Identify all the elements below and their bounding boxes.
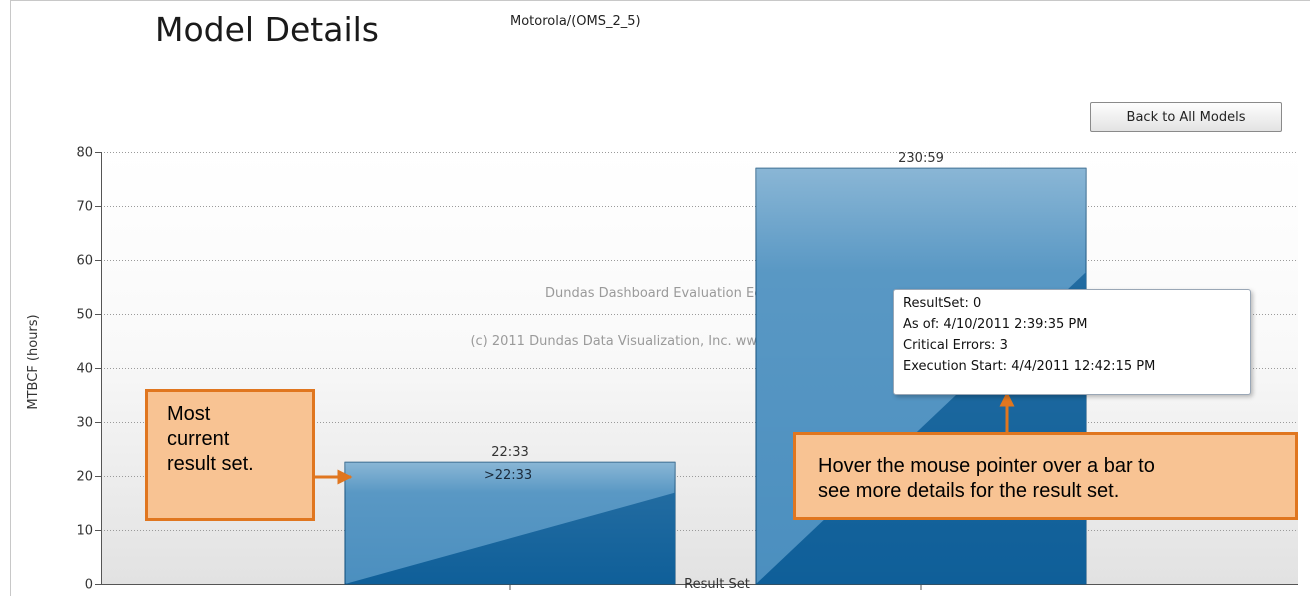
- x-axis-title: Result Set: [684, 577, 750, 592]
- callout-hover-hint: Hover the mouse pointer over a bar to se…: [793, 432, 1298, 520]
- tooltip-as-of: As of: 4/10/2011 2:39:35 PM: [903, 317, 1088, 332]
- watermark-line-2: (c) 2011 Dundas Data Visualization, Inc.…: [470, 334, 829, 349]
- y-axis-title: MTBCF (hours): [26, 314, 41, 409]
- back-to-all-models-button[interactable]: Back to All Models: [1090, 102, 1282, 132]
- page-title: Model Details: [155, 10, 379, 49]
- bar-tooltip: ResultSet: 0 As of: 4/10/2011 2:39:35 PM…: [893, 289, 1251, 395]
- y-tick-label: 40: [76, 362, 93, 377]
- callout-left-line-1: Most: [167, 403, 211, 425]
- callout-right-line-2: see more details for the result set.: [818, 480, 1120, 502]
- bar-value-label: 230:59: [898, 151, 944, 166]
- bar-value-label: 22:33: [491, 445, 528, 460]
- watermark-line-1: Dundas Dashboard Evaluation Edition: [545, 286, 791, 301]
- y-tick-label: 30: [76, 416, 93, 431]
- y-tick-label: 10: [76, 524, 93, 539]
- page-frame: [10, 0, 1310, 596]
- tooltip-resultset: ResultSet: 0: [903, 296, 982, 311]
- watermark: Dundas Dashboard Evaluation Edition (c) …: [470, 286, 829, 349]
- labels: 22:33 >22:33 230:59: [484, 151, 944, 483]
- callout-left-line-2: current: [167, 428, 230, 450]
- tooltip-critical-errors: Critical Errors: 3: [903, 338, 1008, 353]
- bar-1-shine: [345, 462, 675, 584]
- y-tick-label: 0: [85, 578, 93, 593]
- y-tick-label: 50: [76, 308, 93, 323]
- model-path: Motorola/(OMS_2_5): [510, 14, 641, 29]
- callout-left-line-3: result set.: [167, 453, 254, 475]
- y-tick-label: 80: [76, 146, 93, 161]
- bar-inner-label: >22:33: [484, 468, 532, 483]
- callout-right-line-1: Hover the mouse pointer over a bar to: [818, 455, 1155, 477]
- y-tick-label: 70: [76, 200, 93, 215]
- callout-most-current: Most current result set.: [145, 389, 315, 521]
- axes: 0102030405060708010: [76, 146, 1298, 596]
- tooltip-execution-start: Execution Start: 4/4/2011 12:42:15 PM: [903, 359, 1156, 374]
- y-tick-label: 60: [76, 254, 93, 269]
- y-tick-label: 20: [76, 470, 93, 485]
